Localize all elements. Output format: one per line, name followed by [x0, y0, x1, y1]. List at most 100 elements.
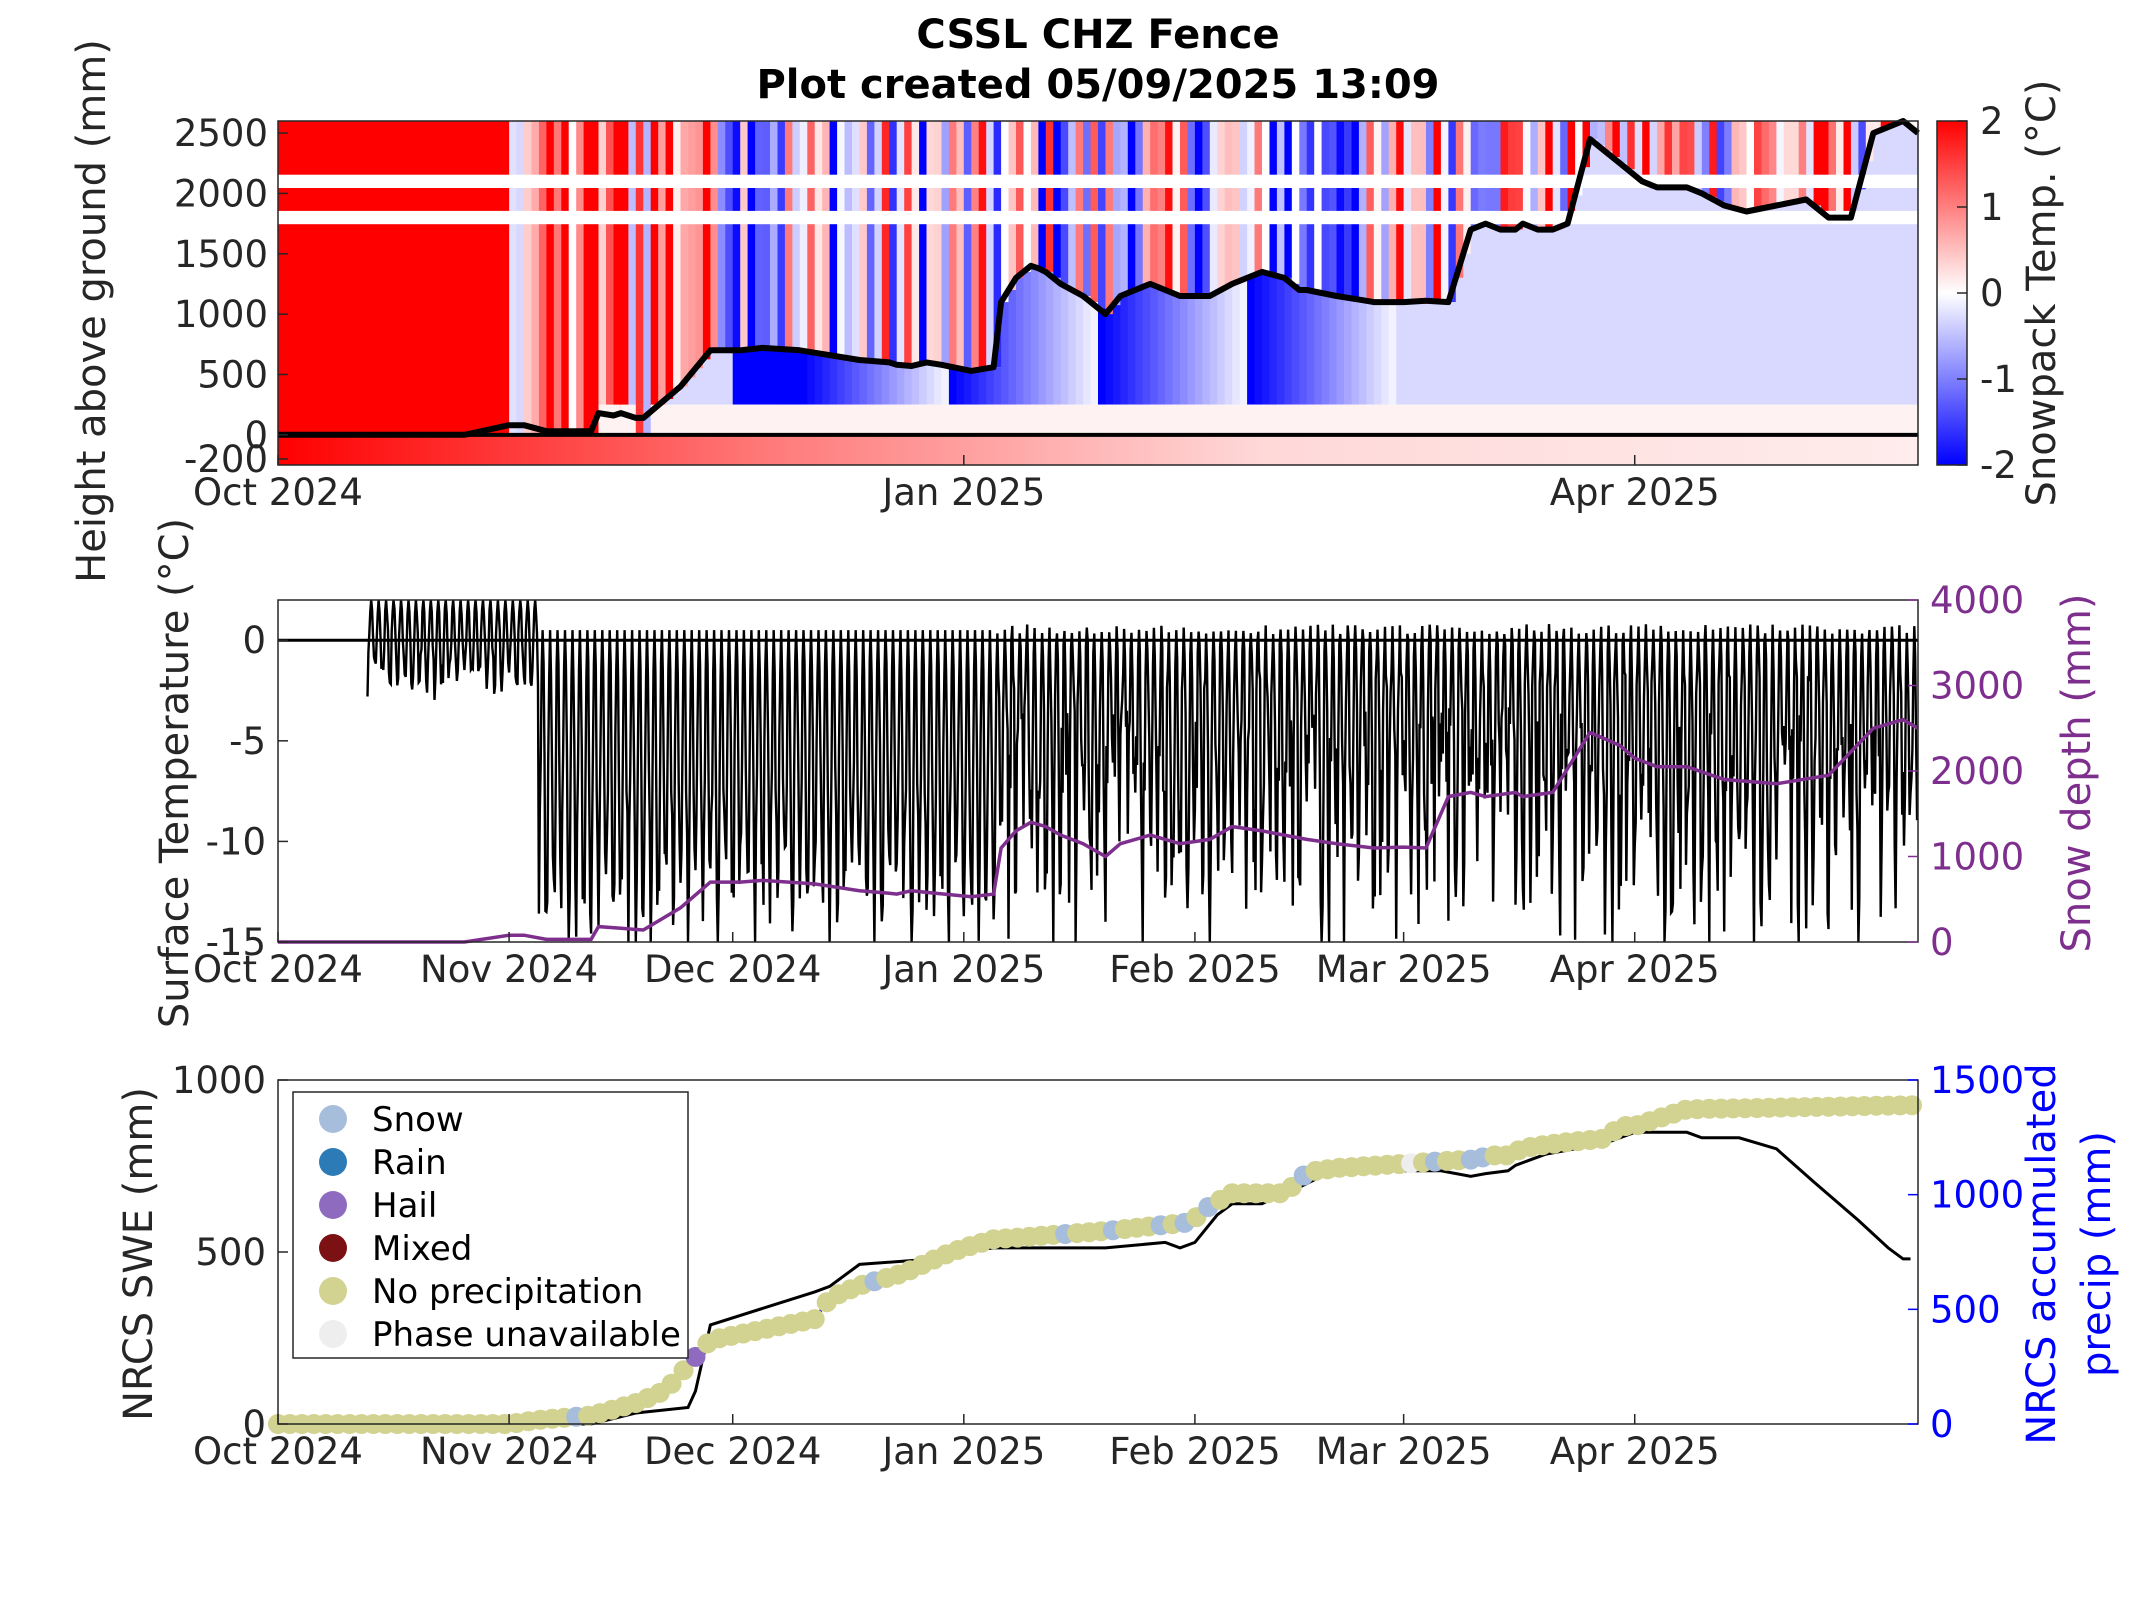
heatmap-cell	[1068, 288, 1077, 405]
heatmap-cell	[881, 121, 890, 362]
heatmap-cell	[1135, 404, 1144, 435]
heatmap-cell	[1001, 404, 1010, 435]
heatmap-cell	[852, 121, 860, 359]
precip-ylabel-line1: NRCS accumulated	[2019, 1063, 2065, 1444]
heatmap-cell	[866, 360, 875, 405]
x-tick-label: Dec 2024	[644, 1430, 822, 1473]
heatmap-cell	[1157, 121, 1166, 287]
heatmap-cell	[1150, 404, 1159, 435]
heatmap-cell	[1418, 404, 1427, 435]
heatmap-cell	[1657, 187, 1666, 405]
heatmap-cell	[1075, 292, 1084, 405]
heatmap-cell	[1672, 187, 1680, 405]
heatmap-cell	[1068, 121, 1077, 288]
heatmap-cell	[1500, 229, 1509, 405]
heatmap-cell	[963, 121, 972, 370]
heatmap-cell	[1910, 121, 1919, 127]
legend-marker	[319, 1191, 347, 1219]
heatmap-cell	[807, 121, 816, 352]
heatmap-cell	[881, 404, 890, 435]
phase-dots	[268, 1095, 1922, 1434]
heatmap-cell	[1090, 404, 1099, 435]
heatmap-cell	[1105, 404, 1114, 435]
heatmap-cell	[1798, 404, 1807, 435]
x-tick-label: Jan 2025	[880, 948, 1045, 991]
x-tick-label: Feb 2025	[1109, 1430, 1280, 1473]
heatmap-cell	[1567, 404, 1576, 435]
heatmap-cell	[509, 121, 518, 435]
heatmap-cell	[1850, 404, 1859, 435]
heatmap-cell	[1560, 226, 1569, 405]
heatmap-cell	[1381, 404, 1390, 435]
heatmap-cell	[1485, 223, 1494, 405]
heatmap-cell	[852, 404, 860, 435]
heatmap-cell	[747, 404, 756, 435]
heatmap-cell	[412, 121, 421, 435]
heatmap-cell	[1329, 404, 1338, 435]
heatmap-cell	[1880, 404, 1889, 435]
heatmap-cell	[665, 399, 674, 405]
heatmap-cell	[546, 121, 555, 435]
heatmap-cell	[1224, 121, 1233, 288]
heatmap-cell	[1575, 195, 1584, 405]
heatmap-cell	[874, 121, 883, 362]
heatmap-cell	[1150, 283, 1159, 405]
heatmap-cell	[889, 121, 898, 363]
heatmap-cell	[702, 359, 711, 405]
heatmap-cell	[1344, 297, 1352, 405]
heatmap-cell	[919, 404, 928, 435]
heatmap-cell	[1120, 296, 1129, 405]
legend-label: Mixed	[372, 1229, 472, 1269]
heatmap-cell	[307, 121, 316, 435]
heatmap-cell	[1016, 404, 1024, 435]
heatmap-cell	[747, 121, 756, 350]
heatmap-cell	[1813, 205, 1822, 405]
heatmap-cell	[650, 404, 659, 435]
heatmap-cell	[732, 350, 741, 405]
heatmap-cell	[1001, 302, 1010, 405]
heatmap-cell	[1291, 121, 1300, 284]
heatmap-cell	[732, 404, 741, 435]
heatmap-cell	[665, 121, 674, 400]
heatmap-cell	[829, 121, 838, 356]
heatmap-cell	[315, 121, 324, 435]
y-tick-label: -10	[206, 820, 266, 863]
heatmap-cell	[576, 121, 585, 435]
heatmap-cell	[1023, 271, 1032, 405]
heatmap-cell	[1030, 265, 1039, 405]
heatmap-cell	[1135, 290, 1144, 405]
heatmap-cell	[1478, 404, 1487, 435]
heatmap-cell	[352, 121, 361, 435]
heatmap-cell	[1165, 121, 1174, 290]
heatmap-cell	[688, 377, 696, 405]
heatmap-cell	[1597, 121, 1606, 146]
heatmap-cell	[799, 404, 808, 435]
heatmap-cell	[1664, 404, 1673, 435]
heatmap-cell	[1194, 296, 1203, 405]
heatmap-cell	[978, 121, 987, 370]
heatmap-cell	[1701, 404, 1710, 435]
heatmap-cell	[896, 404, 905, 435]
heatmap-cell	[1180, 121, 1188, 296]
heatmap-cell	[702, 404, 711, 435]
heatmap-cell	[934, 404, 942, 435]
heatmap-cell	[1321, 404, 1330, 435]
heatmap-cell	[1828, 217, 1837, 405]
heatmap-cell	[1783, 204, 1792, 405]
heatmap-cell	[1709, 404, 1718, 435]
heatmap-cell	[1604, 121, 1613, 152]
heatmap-cell	[1284, 121, 1293, 278]
heatmap-cell	[1836, 217, 1844, 405]
heatmap-cell	[762, 347, 771, 405]
heatmap-cell	[926, 121, 935, 363]
heatmap-cell	[1619, 404, 1628, 435]
y-tick-label: 0	[244, 414, 268, 457]
legend-marker	[319, 1148, 347, 1176]
heatmap-cell	[360, 121, 368, 435]
heatmap-cell	[1098, 404, 1106, 435]
heatmap-cell	[1582, 167, 1591, 405]
heatmap-cell	[389, 121, 398, 435]
heatmap-cell	[1619, 163, 1628, 405]
heatmap-cell	[1858, 121, 1867, 190]
